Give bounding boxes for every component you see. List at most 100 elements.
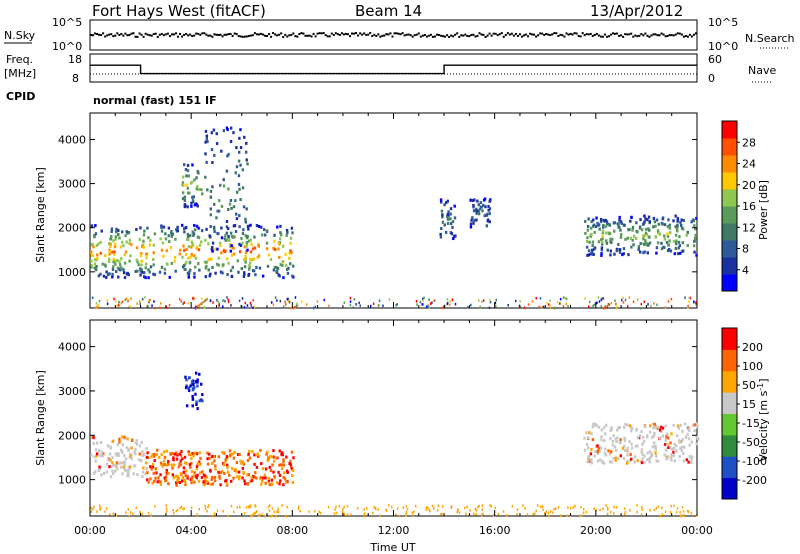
noise-point bbox=[259, 32, 262, 35]
echo-cell-near-range bbox=[481, 508, 483, 511]
echo-cell bbox=[675, 449, 678, 453]
noise-point bbox=[197, 32, 200, 35]
echo-cell bbox=[273, 474, 276, 478]
echo-cell bbox=[592, 223, 596, 227]
noise-point bbox=[624, 33, 627, 36]
echo-cell bbox=[664, 442, 667, 446]
echo-cell bbox=[244, 234, 247, 238]
noise-point bbox=[266, 34, 269, 37]
echo-cell bbox=[180, 449, 183, 453]
echo-cell bbox=[621, 446, 625, 450]
echo-cell bbox=[213, 459, 216, 463]
echo-cell bbox=[244, 220, 248, 224]
echo-cell-near-range bbox=[428, 305, 431, 309]
echo-cell bbox=[696, 437, 700, 441]
echo-cell bbox=[638, 250, 642, 254]
echo-cell bbox=[198, 372, 201, 376]
noise-point bbox=[201, 32, 204, 35]
freq-line bbox=[90, 64, 697, 75]
echo-cell-near-range bbox=[564, 296, 566, 299]
echo-cell-near-range bbox=[258, 514, 260, 517]
echo-cell bbox=[142, 233, 146, 237]
echo-cell bbox=[193, 223, 196, 227]
noise-point bbox=[383, 34, 386, 37]
echo-cell bbox=[102, 274, 106, 278]
echo-cell bbox=[195, 452, 199, 456]
echo-cell-near-range bbox=[605, 504, 607, 507]
echo-cell bbox=[127, 474, 130, 478]
echo-cell-near-range bbox=[524, 306, 527, 310]
echo-cell-near-range bbox=[428, 508, 430, 511]
echo-cell-near-range bbox=[495, 305, 497, 308]
echo-cell bbox=[184, 204, 187, 208]
echo-cell bbox=[176, 453, 179, 457]
echo-cell-near-range bbox=[201, 301, 203, 305]
echo-cell bbox=[196, 380, 199, 384]
echo-cell-near-range bbox=[95, 302, 98, 305]
echo-cell bbox=[664, 424, 667, 428]
echo-cell bbox=[653, 422, 656, 426]
noise-point bbox=[203, 32, 206, 35]
echo-cell-near-range bbox=[240, 304, 242, 308]
echo-cell bbox=[151, 453, 154, 457]
echo-cell bbox=[648, 241, 652, 245]
echo-cell bbox=[90, 453, 93, 457]
echo-cell bbox=[225, 219, 229, 223]
echo-cell bbox=[590, 251, 594, 255]
noise-point bbox=[128, 33, 131, 36]
echo-cell bbox=[279, 224, 282, 228]
echo-cell bbox=[237, 470, 241, 474]
echo-cell bbox=[231, 452, 234, 456]
echo-cell bbox=[107, 242, 111, 246]
echo-cell bbox=[181, 476, 185, 480]
echo-cell bbox=[684, 435, 688, 439]
echo-cell-near-range bbox=[274, 296, 277, 299]
colorbar-tick-label: 24 bbox=[742, 158, 756, 171]
echo-cell bbox=[120, 450, 124, 454]
echo-cell-near-range bbox=[395, 513, 397, 516]
colorbar-tick-label: 28 bbox=[742, 136, 756, 149]
noise-point bbox=[577, 34, 580, 37]
echo-cell bbox=[187, 191, 190, 195]
echo-cell bbox=[662, 245, 665, 249]
noise-point bbox=[662, 33, 665, 36]
echo-cell bbox=[611, 237, 614, 241]
echo-cell bbox=[245, 244, 248, 248]
echo-cell bbox=[243, 479, 246, 483]
echo-cell bbox=[646, 251, 649, 255]
noise-point bbox=[229, 32, 232, 35]
echo-cell bbox=[268, 465, 271, 469]
echo-cell-near-range bbox=[293, 306, 295, 310]
echo-cell bbox=[220, 251, 223, 255]
echo-cell bbox=[146, 471, 149, 475]
echo-cell-near-range bbox=[505, 514, 508, 517]
noise-point bbox=[632, 35, 635, 38]
echo-cell bbox=[196, 378, 199, 382]
echo-cell bbox=[238, 475, 241, 479]
echo-cell bbox=[221, 469, 224, 473]
echo-cell bbox=[597, 425, 601, 429]
echo-cell bbox=[243, 135, 246, 139]
echo-cell-near-range bbox=[261, 513, 263, 516]
echo-cell bbox=[187, 452, 191, 456]
echo-cell bbox=[214, 467, 217, 471]
echo-cell-near-range bbox=[606, 512, 609, 516]
echo-cell bbox=[673, 442, 676, 446]
echo-cell bbox=[176, 225, 179, 229]
echo-cell bbox=[229, 139, 233, 143]
echo-cell bbox=[603, 432, 607, 436]
echo-cell-near-range bbox=[96, 510, 98, 513]
echo-cell bbox=[108, 452, 112, 456]
echo-cell bbox=[164, 232, 167, 236]
echo-cell bbox=[681, 445, 684, 449]
echo-cell bbox=[679, 423, 682, 427]
echo-cell bbox=[138, 452, 141, 456]
echo-cell bbox=[170, 234, 173, 238]
echo-cell-near-range bbox=[482, 512, 484, 516]
echo-cell-near-range bbox=[294, 305, 296, 309]
echo-cell bbox=[588, 240, 591, 244]
echo-cell bbox=[629, 219, 632, 223]
echo-cell-near-range bbox=[305, 303, 308, 306]
echo-cell bbox=[179, 463, 182, 467]
echo-cell-near-range bbox=[591, 306, 593, 309]
